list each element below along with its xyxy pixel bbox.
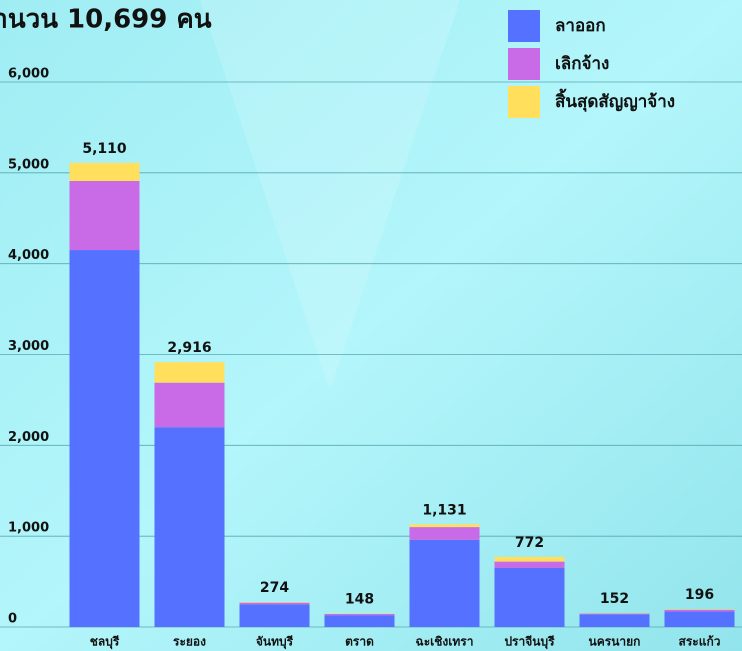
bar-segment [579, 614, 650, 627]
y-tick-label: 2,000 [8, 430, 49, 445]
bar-segment [409, 527, 480, 540]
y-tick-label: 5,000 [8, 157, 49, 172]
bar-segment [154, 362, 225, 383]
x-tick-label: ฉะเชิงเทรา [416, 635, 474, 649]
bar-segment [409, 539, 480, 627]
legend-swatch [508, 10, 540, 42]
bar-segment [69, 181, 140, 251]
x-tick-label: จันทบุรี [256, 635, 294, 650]
x-tick-label: ปราจีนบุรี [504, 635, 555, 650]
y-tick-label: 0 [8, 612, 17, 627]
legend-swatch [508, 86, 540, 118]
x-tick-label: ระยอง [173, 635, 206, 649]
bar-segment [154, 427, 225, 627]
bar-segment [494, 556, 565, 562]
legend-swatch [508, 48, 540, 80]
total-label: 196 [685, 587, 714, 603]
bar-segment [69, 250, 140, 627]
bar-segment [324, 613, 395, 616]
x-tick-label: ตราด [345, 635, 374, 649]
legend-label: ลาออก [555, 16, 606, 36]
x-tick-label: สระแก้ว [679, 635, 721, 649]
light-ray [200, 0, 460, 390]
bar-segment [69, 162, 140, 182]
bar-segment [239, 602, 310, 603]
bar-segment [239, 602, 310, 605]
y-tick-label: 4,000 [8, 248, 49, 263]
bar-segment [239, 604, 310, 627]
bar-segment [664, 609, 735, 612]
total-label: 152 [600, 591, 629, 607]
x-tick-label: นครนายก [589, 635, 641, 649]
y-tick-label: 1,000 [8, 521, 49, 536]
total-label: 2,916 [167, 340, 211, 356]
legend-label: เลิกจ้าง [555, 54, 609, 74]
bar-segment [494, 561, 565, 568]
y-tick-label: 6,000 [8, 67, 49, 82]
total-label: 1,131 [422, 502, 466, 518]
x-tick-label: ชลบุรี [90, 635, 120, 650]
total-label: 274 [260, 580, 289, 596]
bar-segment [664, 611, 735, 627]
total-label: 5,110 [82, 141, 127, 157]
total-label: 772 [515, 535, 544, 551]
y-tick-label: 3,000 [8, 339, 49, 354]
bar-segment [324, 615, 395, 627]
bar-segment [154, 382, 225, 428]
legend-label: สิ้นสุดสัญญาจ้าง [555, 88, 675, 112]
bar-segment [579, 613, 650, 615]
bar-segment [664, 609, 735, 610]
chart-title: จำนวน 10,699 คน [0, 5, 212, 35]
total-label: 148 [345, 592, 374, 608]
bar-segment [409, 524, 480, 528]
bar-segment [494, 567, 565, 627]
